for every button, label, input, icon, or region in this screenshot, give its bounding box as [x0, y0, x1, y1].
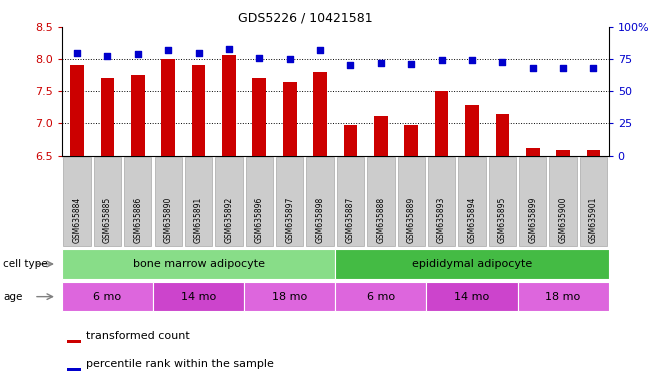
Text: GSM635891: GSM635891 [194, 197, 203, 243]
Text: 6 mo: 6 mo [367, 291, 395, 302]
Text: 6 mo: 6 mo [93, 291, 122, 302]
Point [224, 46, 234, 52]
Point [467, 57, 477, 63]
FancyBboxPatch shape [62, 249, 335, 279]
FancyBboxPatch shape [335, 249, 609, 279]
Bar [253, 78, 266, 156]
FancyBboxPatch shape [580, 157, 607, 246]
Bar [465, 105, 478, 156]
FancyBboxPatch shape [154, 157, 182, 246]
Text: GSM635886: GSM635886 [133, 197, 143, 243]
Text: GSM635897: GSM635897 [285, 197, 294, 243]
Text: 14 mo: 14 mo [454, 291, 490, 302]
Bar [313, 72, 327, 156]
Point [254, 55, 264, 61]
Bar [344, 125, 357, 156]
FancyBboxPatch shape [94, 157, 121, 246]
Point [406, 61, 417, 67]
FancyBboxPatch shape [124, 157, 152, 246]
Point [163, 47, 173, 53]
Point [589, 65, 599, 71]
FancyBboxPatch shape [367, 157, 395, 246]
Point [527, 65, 538, 71]
Bar [435, 91, 449, 156]
FancyBboxPatch shape [428, 157, 455, 246]
Bar [374, 116, 388, 156]
Point [376, 60, 386, 66]
Point [72, 50, 82, 56]
FancyBboxPatch shape [245, 157, 273, 246]
Text: 18 mo: 18 mo [546, 291, 581, 302]
Bar [100, 78, 115, 156]
FancyBboxPatch shape [426, 282, 518, 311]
Text: transformed count: transformed count [87, 331, 190, 341]
Text: GSM635888: GSM635888 [376, 197, 385, 243]
Bar [283, 81, 297, 156]
FancyBboxPatch shape [244, 282, 335, 311]
FancyBboxPatch shape [307, 157, 334, 246]
Text: GSM635895: GSM635895 [498, 197, 507, 243]
Point [133, 51, 143, 57]
FancyBboxPatch shape [519, 157, 546, 246]
Bar [222, 55, 236, 156]
FancyBboxPatch shape [335, 282, 426, 311]
FancyBboxPatch shape [153, 282, 244, 311]
Text: GSM635889: GSM635889 [407, 197, 416, 243]
Text: GSM635884: GSM635884 [72, 197, 81, 243]
Point [193, 50, 204, 56]
Point [497, 58, 508, 65]
Text: age: age [3, 291, 23, 302]
Bar [131, 75, 145, 156]
FancyBboxPatch shape [215, 157, 243, 246]
Text: GSM635892: GSM635892 [225, 197, 234, 243]
Text: GSM635890: GSM635890 [163, 197, 173, 243]
Point [315, 47, 326, 53]
Text: bone marrow adipocyte: bone marrow adipocyte [133, 259, 264, 269]
Text: GDS5226 / 10421581: GDS5226 / 10421581 [238, 12, 372, 25]
Bar [404, 125, 418, 156]
Bar [587, 151, 600, 156]
Text: GSM635894: GSM635894 [467, 197, 477, 243]
FancyBboxPatch shape [398, 157, 425, 246]
Text: GSM635893: GSM635893 [437, 197, 446, 243]
Bar [556, 151, 570, 156]
Text: epididymal adipocyte: epididymal adipocyte [412, 259, 532, 269]
Text: GSM635885: GSM635885 [103, 197, 112, 243]
FancyBboxPatch shape [458, 157, 486, 246]
Text: GSM635899: GSM635899 [528, 197, 537, 243]
Text: percentile rank within the sample: percentile rank within the sample [87, 359, 274, 369]
Bar [495, 114, 509, 156]
Bar [67, 339, 81, 343]
Point [345, 62, 355, 68]
Text: 14 mo: 14 mo [181, 291, 216, 302]
Text: cell type: cell type [3, 259, 48, 269]
Point [102, 53, 113, 60]
FancyBboxPatch shape [489, 157, 516, 246]
Text: GSM635887: GSM635887 [346, 197, 355, 243]
Point [284, 56, 295, 62]
Bar [70, 65, 84, 156]
Point [558, 65, 568, 71]
FancyBboxPatch shape [276, 157, 303, 246]
Text: GSM635900: GSM635900 [559, 197, 568, 243]
FancyBboxPatch shape [518, 282, 609, 311]
Text: GSM635896: GSM635896 [255, 197, 264, 243]
Bar [191, 65, 205, 156]
Text: GSM635898: GSM635898 [316, 197, 325, 243]
FancyBboxPatch shape [63, 157, 90, 246]
Text: GSM635901: GSM635901 [589, 197, 598, 243]
FancyBboxPatch shape [185, 157, 212, 246]
FancyBboxPatch shape [337, 157, 364, 246]
FancyBboxPatch shape [549, 157, 577, 246]
FancyBboxPatch shape [62, 282, 153, 311]
Text: 18 mo: 18 mo [272, 291, 307, 302]
Bar [67, 368, 81, 371]
Bar [161, 59, 175, 156]
Bar [526, 148, 540, 156]
Point [436, 57, 447, 63]
